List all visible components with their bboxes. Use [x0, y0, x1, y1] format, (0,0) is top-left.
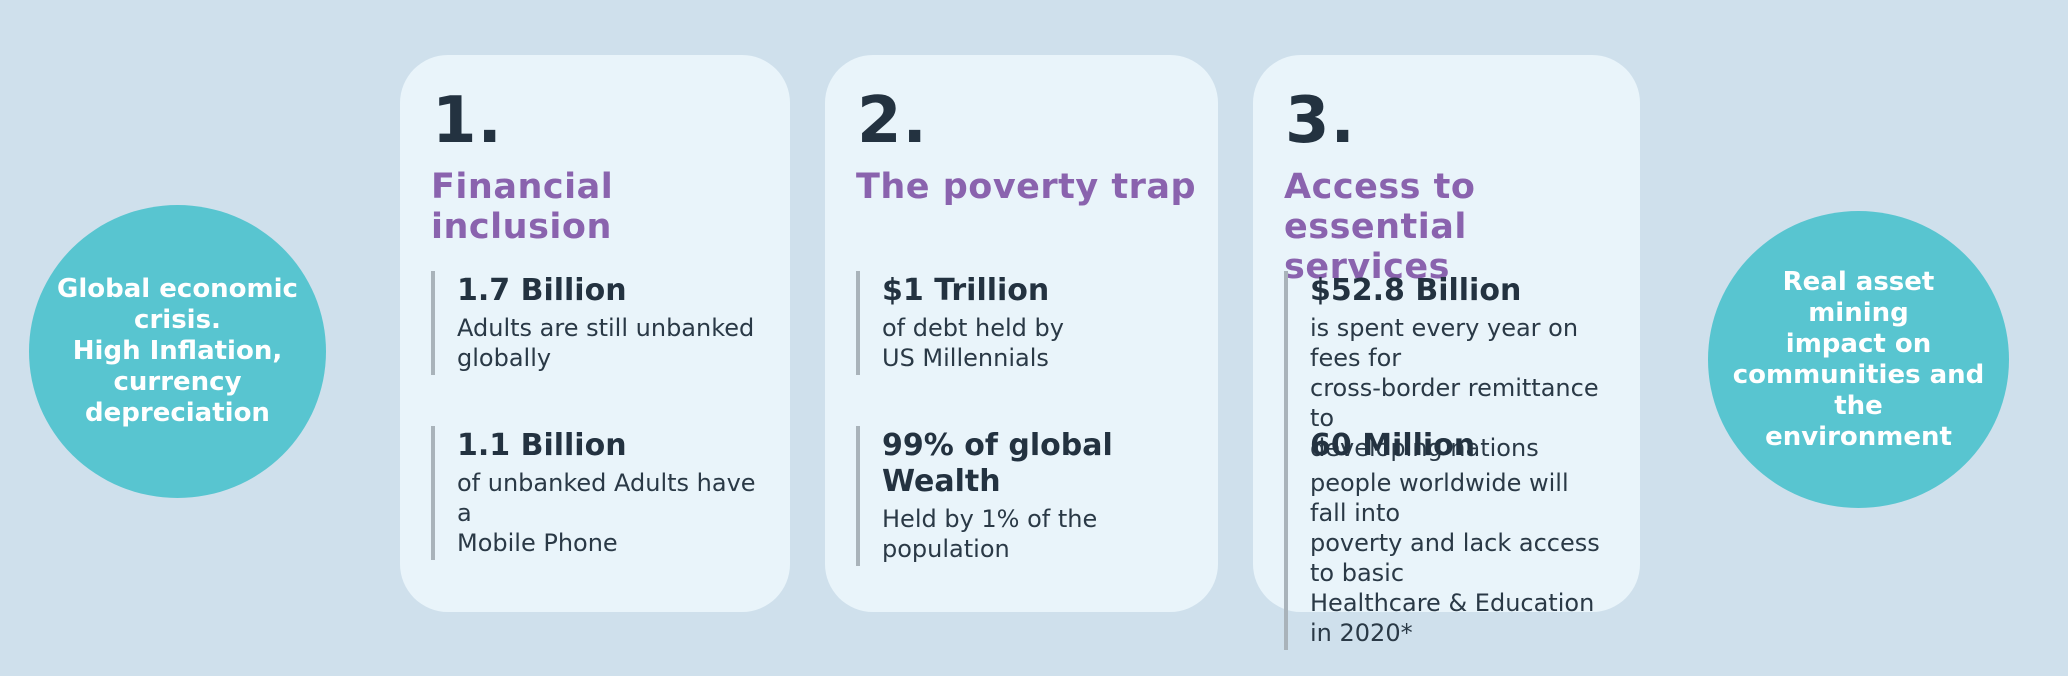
stat-description: of debt held by US Millennials — [882, 314, 1064, 372]
stat-block: 99% of global Wealth Held by 1% of the p… — [856, 426, 1190, 566]
stat-value: 99% of global Wealth — [882, 428, 1113, 499]
stat-block: 60 Million people worldwide will fall in… — [1284, 426, 1612, 650]
card-financial-inclusion: 1. Financial inclusion 1.7 Billion Adult… — [400, 55, 790, 612]
stat-block: $52.8 Billion is spent every year on fee… — [1284, 271, 1612, 465]
right-context-circle: Real asset mining impact on communities … — [1708, 211, 2009, 508]
card-number: 2. — [857, 84, 928, 158]
card-poverty-trap: 2. The poverty trap $1 Trillion of debt … — [825, 55, 1218, 612]
stat-block: 1.1 Billion of unbanked Adults have a Mo… — [431, 426, 762, 560]
stat-value: $52.8 Billion — [1310, 273, 1522, 308]
stat-block: $1 Trillion of debt held by US Millennia… — [856, 271, 1190, 375]
stat-block: 1.7 Billion Adults are still unbanked gl… — [431, 271, 762, 375]
stat-value: 1.1 Billion — [457, 428, 627, 463]
card-number: 1. — [432, 84, 503, 158]
left-context-circle: Global economic crisis. High Inflation, … — [29, 205, 326, 498]
card-number: 3. — [1285, 84, 1356, 158]
stat-description: of unbanked Adults have a Mobile Phone — [457, 469, 756, 557]
right-circle-text: Real asset mining impact on communities … — [1732, 266, 1985, 452]
card-title: Financial inclusion — [431, 167, 614, 247]
stat-value: 60 Million — [1310, 428, 1476, 463]
card-title: Access to essential services — [1284, 167, 1476, 287]
stat-description: people worldwide will fall into poverty … — [1310, 469, 1600, 647]
stat-description: is spent every year on fees for cross-bo… — [1310, 314, 1599, 462]
stat-value: 1.7 Billion — [457, 273, 627, 308]
stat-value: $1 Trillion — [882, 273, 1050, 308]
stat-description: Adults are still unbanked globally — [457, 314, 755, 372]
stat-description: Held by 1% of the population — [882, 505, 1098, 563]
card-access-essential-services: 3. Access to essential services $52.8 Bi… — [1253, 55, 1640, 650]
card-title: The poverty trap — [856, 167, 1197, 207]
left-circle-text: Global economic crisis. High Inflation, … — [57, 274, 298, 428]
